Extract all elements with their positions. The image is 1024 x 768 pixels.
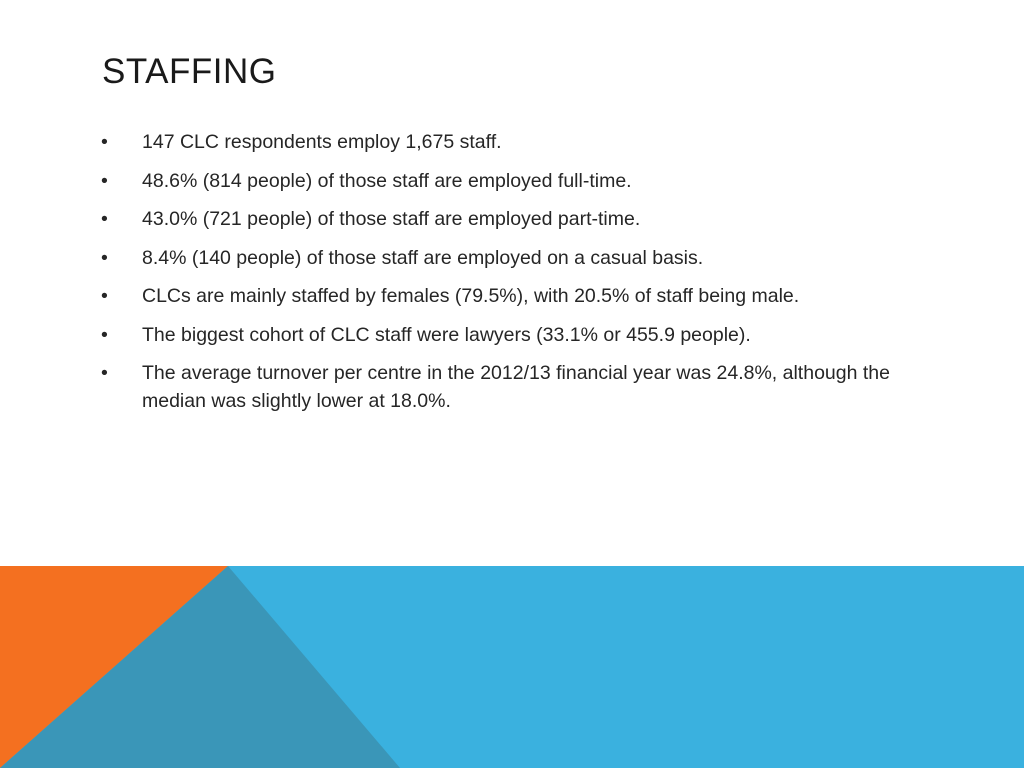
bullet-marker: •	[101, 131, 108, 153]
bullet-marker: •	[101, 208, 108, 230]
bullet-marker: •	[101, 362, 108, 384]
bullet-marker: •	[101, 285, 108, 307]
bullet-text: CLCs are mainly staffed by females (79.5…	[142, 285, 800, 307]
bullet-item: • CLCs are mainly staffed by females (79…	[100, 282, 920, 310]
bullet-item: • 8.4% (140 people) of those staff are e…	[100, 244, 920, 272]
bullet-item: • The biggest cohort of CLC staff were l…	[100, 321, 920, 349]
overlap-triangle	[0, 566, 400, 768]
bullet-text: 8.4% (140 people) of those staff are emp…	[142, 246, 704, 269]
bullet-text: 48.6% (814 people) of those staff are em…	[142, 169, 632, 192]
bullet-text: The average turnover per centre in the 2…	[142, 362, 890, 412]
bullet-item: • 147 CLC respondents employ 1,675 staff…	[100, 128, 920, 156]
decorative-footer-band	[0, 566, 1024, 768]
bullet-item: • The average turnover per centre in the…	[100, 359, 920, 415]
slide-title: STAFFING	[102, 52, 277, 91]
bullet-text: 147 CLC respondents employ 1,675 staff.	[142, 131, 502, 153]
bullet-text: The biggest cohort of CLC staff were law…	[142, 323, 751, 346]
bullet-list: • 147 CLC respondents employ 1,675 staff…	[100, 128, 920, 426]
bullet-item: • 48.6% (814 people) of those staff are …	[100, 167, 920, 195]
bullet-item: • 43.0% (721 people) of those staff are …	[100, 205, 920, 233]
bullet-marker: •	[101, 246, 108, 269]
bullet-marker: •	[101, 169, 108, 192]
bullet-text: 43.0% (721 people) of those staff are em…	[142, 208, 641, 230]
bullet-marker: •	[101, 323, 108, 346]
